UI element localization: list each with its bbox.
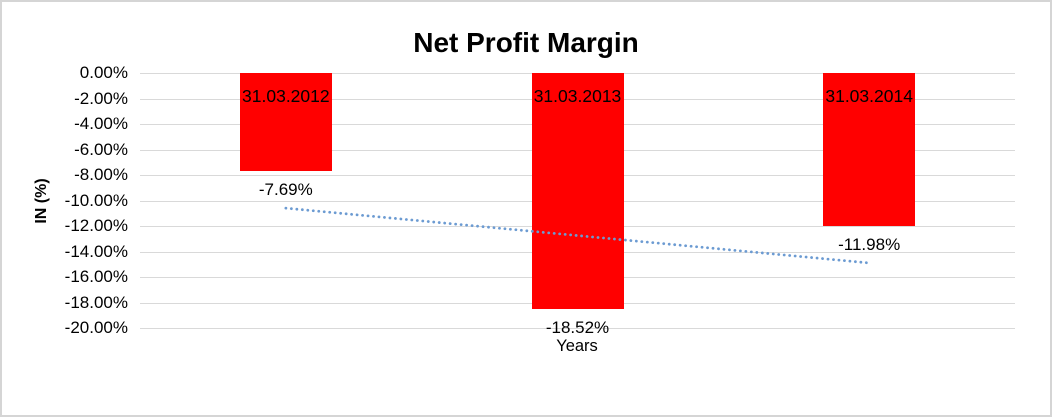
bar-category-label: 31.03.2014 bbox=[825, 86, 913, 106]
y-tick-label: -6.00% bbox=[74, 139, 128, 159]
bar-31.03.2014 bbox=[823, 73, 916, 226]
y-tick-label: -14.00% bbox=[64, 241, 128, 261]
y-tick-label: -20.00% bbox=[64, 318, 128, 337]
y-tick-label: -10.00% bbox=[64, 190, 128, 210]
y-tick-label: 0.00% bbox=[79, 63, 128, 82]
y-tick-label: -4.00% bbox=[74, 114, 128, 133]
y-tick-label: -8.00% bbox=[74, 165, 128, 184]
chart-title: Net Profit Margin bbox=[413, 27, 639, 58]
bar-31.03.2013 bbox=[531, 73, 624, 310]
y-tick-label: -12.00% bbox=[64, 216, 128, 235]
y-axis-tick-labels: 0.00% -2.00% -4.00% -6.00% -8.00% -10.00% -12.… bbox=[2, 2, 128, 415]
plot-area: 31.03.2012 -7.69% 31.03.2013 -18.52% 31.03.2… bbox=[140, 73, 1015, 337]
y-tick-label: -16.00% bbox=[64, 267, 128, 286]
bar-31.03.2012 bbox=[239, 73, 332, 172]
y-tick-label: -2.00% bbox=[74, 88, 128, 108]
bar-value-label: -11.98% bbox=[838, 234, 901, 254]
bar-category-label: 31.03.2012 bbox=[242, 86, 330, 106]
bar-value-label: -18.52% bbox=[545, 318, 610, 338]
bar-value-label: -7.69% bbox=[258, 180, 313, 200]
y-tick-label: -18.00% bbox=[64, 292, 128, 312]
bar-category-label: 31.03.2013 bbox=[533, 86, 622, 106]
gridline bbox=[140, 328, 1015, 329]
x-axis-title: Years bbox=[556, 337, 598, 355]
trendline bbox=[284, 206, 871, 265]
